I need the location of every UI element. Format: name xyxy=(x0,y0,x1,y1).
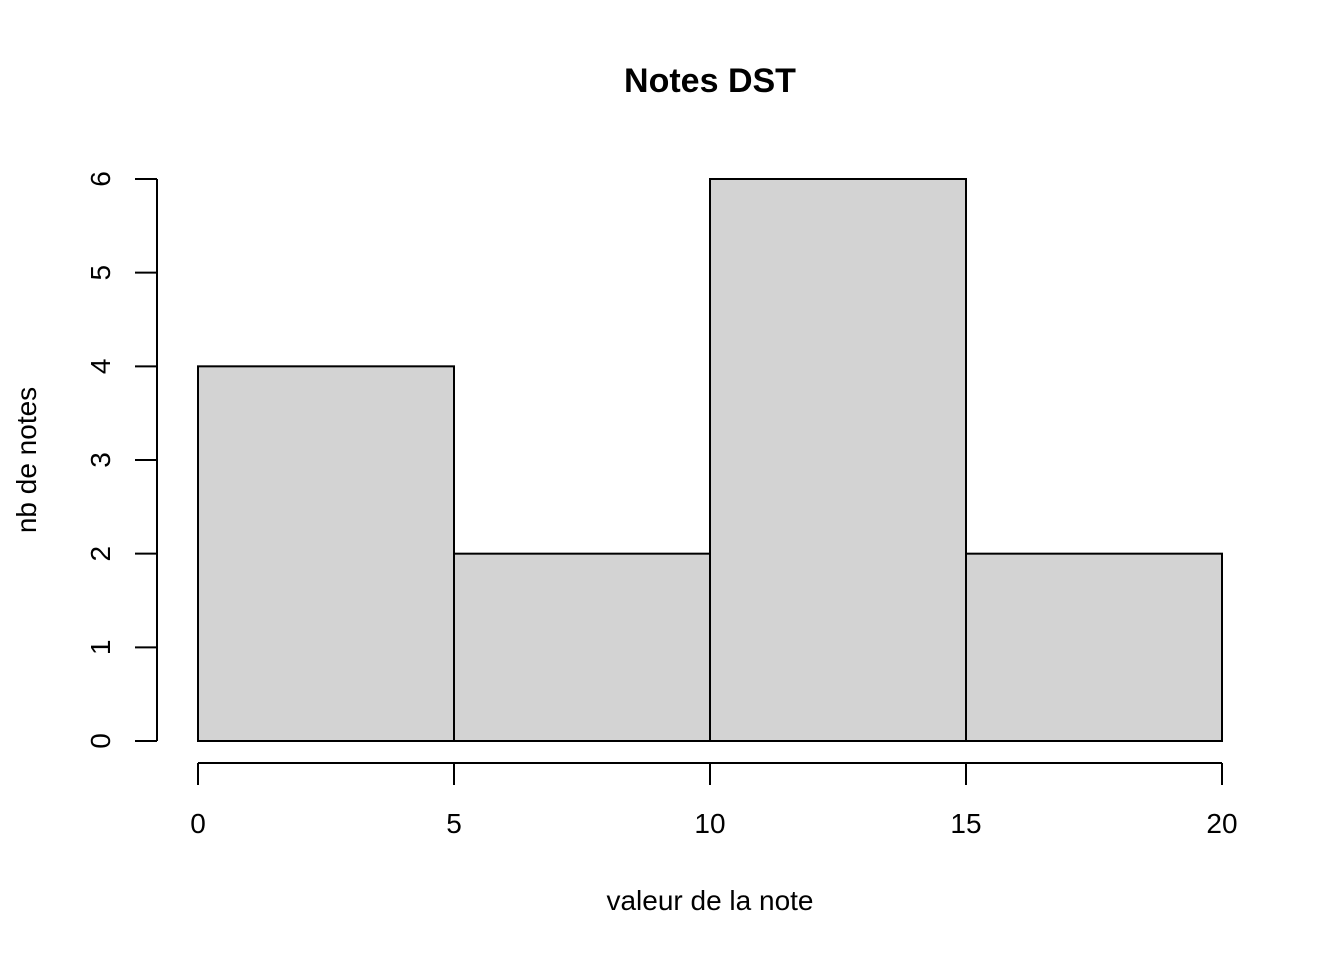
bars-group xyxy=(197,178,1223,743)
x-axis-label: valeur de la note xyxy=(606,885,813,916)
y-tick-label-5: 5 xyxy=(85,265,116,281)
y-tick-label-6: 6 xyxy=(85,171,116,187)
x-tick-label-4: 20 xyxy=(1206,808,1237,839)
y-tick-label-1: 1 xyxy=(85,640,116,656)
histogram-bar-1 xyxy=(453,552,711,743)
y-tick-label-2: 2 xyxy=(85,546,116,562)
y-tick-label-0: 0 xyxy=(85,733,116,749)
y-axis-label: nb de notes xyxy=(11,387,42,533)
x-tick-label-1: 5 xyxy=(446,808,462,839)
histogram-bar-3 xyxy=(965,552,1223,743)
y-axis: 0 1 2 3 4 5 6 xyxy=(85,171,158,749)
histogram-bar-2 xyxy=(709,178,967,742)
x-axis: 0 5 10 15 20 xyxy=(190,762,1238,839)
x-tick-label-3: 15 xyxy=(950,808,981,839)
y-tick-label-3: 3 xyxy=(85,452,116,468)
x-tick-label-0: 0 xyxy=(190,808,206,839)
x-tick-label-2: 10 xyxy=(694,808,725,839)
histogram-bar-0 xyxy=(197,365,455,742)
y-tick-label-4: 4 xyxy=(85,359,116,375)
chart-title: Notes DST xyxy=(624,62,796,100)
